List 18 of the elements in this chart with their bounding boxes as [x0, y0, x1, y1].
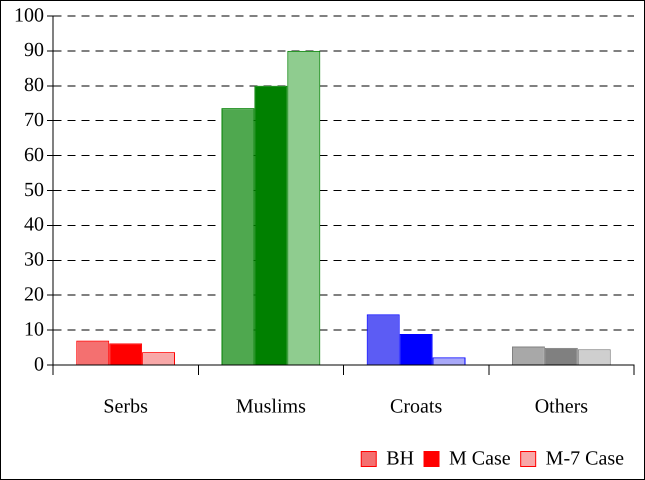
legend-label: M-7 Case [546, 447, 624, 470]
y-tick-label: 20 [24, 283, 44, 306]
y-tick-label: 10 [24, 318, 44, 340]
x-tick-label: Muslims [236, 395, 306, 418]
y-tick-label: 100 [14, 4, 44, 26]
x-tick-label: Serbs [103, 395, 148, 418]
y-tick-label: 60 [24, 144, 44, 166]
legend-label: M Case [449, 447, 511, 470]
legend-label: BH [386, 447, 414, 470]
y-tick-label: 70 [24, 108, 44, 131]
y-tick-label: 50 [24, 178, 44, 201]
y-tick-label: 90 [24, 39, 44, 62]
y-tick-label: 40 [24, 214, 44, 236]
y-tick-label: 30 [24, 248, 44, 271]
y-tick-label: 0 [34, 353, 44, 376]
y-tick-label: 80 [24, 74, 44, 96]
x-tick-label: Croats [390, 395, 442, 418]
x-tick-label: Others [534, 395, 588, 418]
